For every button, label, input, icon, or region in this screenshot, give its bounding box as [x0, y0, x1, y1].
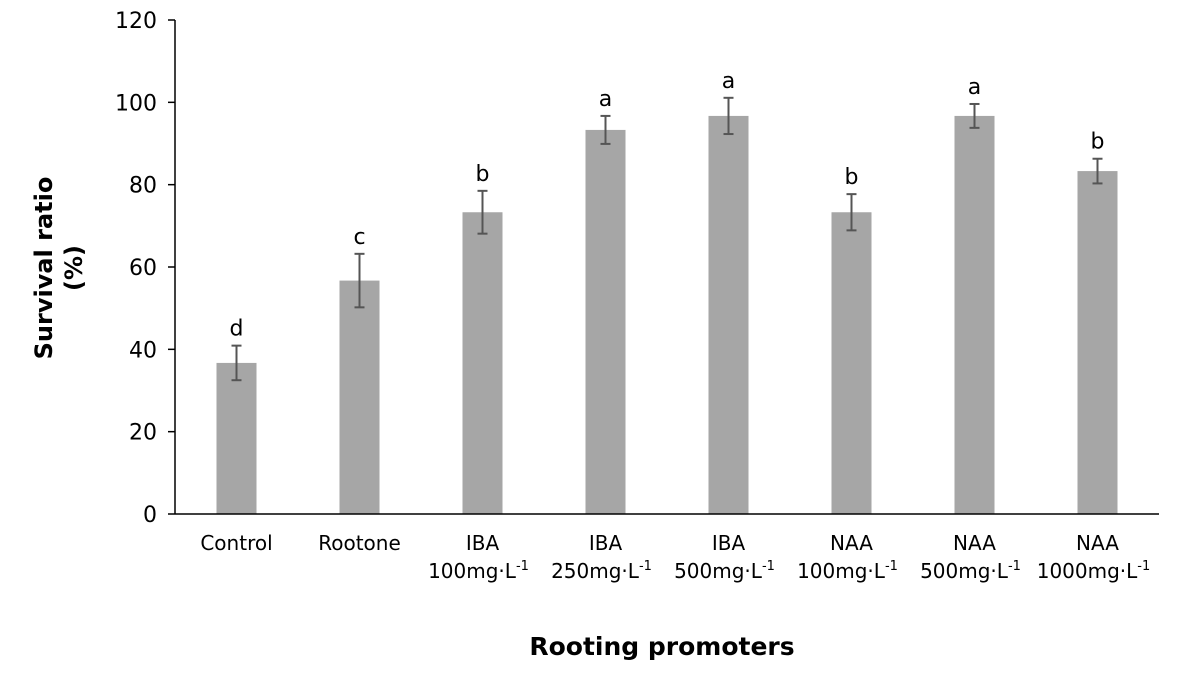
bar: [1077, 171, 1118, 514]
bar: [585, 129, 626, 515]
y-axis-label-line2: (%): [60, 245, 88, 291]
unit-superscript: -1: [762, 559, 775, 574]
unit-text: 250mg·L: [551, 559, 640, 583]
significance-letter: b: [845, 165, 859, 190]
bar: [339, 280, 380, 514]
bar: [954, 115, 995, 514]
y-axis: 0 20 40 60 80 100 120: [115, 9, 176, 528]
x-tick-label-unit: 250mg·L-1: [551, 559, 652, 583]
x-tick-label: NAA: [830, 531, 873, 555]
significance-letter: c: [353, 225, 365, 250]
x-tick-label: IBA: [712, 531, 746, 555]
unit-superscript: -1: [639, 559, 652, 574]
x-tick-label: NAA: [953, 531, 996, 555]
y-tick-label: 40: [129, 338, 157, 363]
y-tick-label: 0: [143, 503, 157, 528]
x-tick-label-unit: 100mg·L-1: [428, 559, 529, 583]
x-tick-label-unit: 500mg·L-1: [674, 559, 775, 583]
y-axis-label-line1: Survival ratio: [30, 177, 58, 360]
x-tick-label: Rootone: [318, 531, 401, 555]
significance-letter: a: [599, 87, 612, 112]
x-tick-label: NAA: [1076, 531, 1119, 555]
unit-superscript: -1: [1008, 559, 1021, 574]
unit-superscript: -1: [885, 559, 898, 574]
x-tick-label: Control: [200, 531, 272, 555]
x-axis-label: Rooting promoters: [529, 632, 794, 661]
significance-letter: a: [968, 75, 981, 100]
x-tick-label-unit: 100mg·L-1: [797, 559, 898, 583]
bar: [831, 212, 872, 514]
bars: d c b a a b a b: [216, 69, 1118, 515]
significance-letter: a: [722, 69, 735, 94]
significance-letter: b: [476, 162, 490, 187]
y-tick-label: 60: [129, 256, 157, 281]
unit-superscript: -1: [1137, 559, 1150, 574]
y-tick-label: 120: [115, 9, 157, 34]
x-tick-label: IBA: [466, 531, 500, 555]
bar: [462, 212, 503, 514]
unit-text: 500mg·L: [920, 559, 1009, 583]
y-tick-label: 80: [129, 174, 157, 199]
unit-text: 1000mg·L: [1037, 559, 1138, 583]
y-tick-label: 100: [115, 91, 157, 116]
significance-letter: b: [1091, 130, 1105, 155]
x-axis: Control Rootone IBA100mg·L-1IBA250mg·L-1IB…: [175, 513, 1159, 583]
x-tick-label-unit: 1000mg·L-1: [1037, 559, 1151, 583]
unit-text: 100mg·L: [428, 559, 517, 583]
bar: [708, 115, 749, 514]
unit-text: 500mg·L: [674, 559, 763, 583]
bar: [216, 362, 257, 514]
significance-letter: d: [230, 317, 244, 342]
unit-text: 100mg·L: [797, 559, 886, 583]
y-tick-label: 20: [129, 421, 157, 446]
x-tick-label: IBA: [589, 531, 623, 555]
unit-superscript: -1: [516, 559, 529, 574]
x-tick-label-unit: 500mg·L-1: [920, 559, 1021, 583]
